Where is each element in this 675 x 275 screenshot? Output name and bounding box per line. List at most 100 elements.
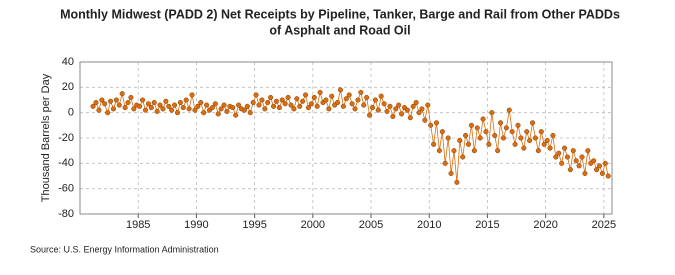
point: [369, 105, 376, 111]
point: [145, 101, 151, 107]
point: [189, 92, 195, 98]
source: Source: U.S. Energy Information Administ…: [30, 244, 219, 254]
x-tick-label: 2000: [301, 219, 325, 231]
point: [602, 160, 608, 166]
point: [451, 148, 457, 154]
series-line: [92, 89, 609, 183]
point: [140, 97, 146, 103]
point: [591, 158, 597, 164]
point: [230, 105, 236, 111]
point: [567, 167, 573, 173]
point: [192, 107, 198, 113]
point: [486, 141, 492, 147]
point: [236, 102, 242, 108]
point: [474, 125, 480, 131]
point: [151, 99, 157, 106]
point: [422, 117, 428, 123]
point: [500, 135, 506, 141]
point: [431, 141, 437, 147]
point: [410, 103, 416, 109]
x-tick-label: 2015: [475, 219, 499, 231]
point: [349, 101, 355, 107]
point: [454, 179, 460, 185]
point: [550, 132, 556, 139]
point: [512, 141, 518, 147]
x-tick-label: 2020: [533, 219, 557, 231]
point: [509, 129, 515, 135]
x-tick-label: 1985: [126, 219, 150, 231]
x-tick-label: 1995: [242, 219, 266, 231]
point: [311, 94, 317, 101]
x-tick-label: 2005: [359, 219, 383, 231]
point: [108, 98, 114, 104]
point: [396, 102, 402, 108]
point: [361, 102, 367, 108]
point: [346, 92, 352, 98]
point: [221, 102, 227, 108]
point: [224, 108, 230, 114]
point: [233, 112, 239, 118]
point: [556, 150, 562, 156]
point: [288, 102, 294, 108]
point: [407, 115, 413, 121]
point: [378, 93, 384, 99]
point: [128, 94, 134, 101]
point: [596, 163, 603, 169]
point: [562, 145, 568, 151]
point: [419, 106, 425, 112]
point: [445, 135, 451, 141]
point: [387, 103, 393, 109]
point: [122, 105, 128, 111]
y-tick-label: -60: [58, 183, 74, 195]
point: [524, 129, 530, 135]
point: [282, 101, 288, 107]
point: [90, 103, 96, 109]
point: [294, 96, 300, 102]
point: [198, 99, 204, 106]
point: [148, 105, 154, 111]
point: [477, 135, 483, 141]
point: [256, 102, 262, 108]
point: [302, 92, 309, 98]
point: [564, 154, 571, 160]
point: [465, 141, 472, 147]
point: [177, 99, 183, 106]
point: [317, 89, 323, 95]
point: [291, 106, 297, 112]
point: [535, 148, 541, 154]
point: [529, 120, 536, 126]
point: [573, 158, 579, 164]
point: [489, 110, 495, 116]
point: [142, 107, 149, 113]
point: [521, 145, 527, 151]
point: [471, 148, 477, 154]
point: [480, 116, 486, 122]
x-tick-label: 2025: [592, 219, 616, 231]
point: [259, 97, 265, 103]
point: [416, 110, 422, 116]
point: [468, 122, 474, 128]
y-tick-label: -80: [58, 208, 74, 220]
point: [244, 103, 250, 109]
point: [381, 101, 387, 107]
point: [553, 154, 559, 160]
point: [492, 132, 498, 139]
point: [96, 107, 102, 113]
chart-title: Monthly Midwest (PADD 2) Net Receipts by…: [60, 7, 620, 21]
point: [116, 102, 122, 108]
point: [204, 102, 210, 108]
point: [163, 98, 169, 104]
point: [399, 111, 405, 117]
point: [340, 103, 346, 109]
point: [393, 106, 399, 112]
point: [247, 110, 253, 116]
point: [433, 120, 440, 126]
point: [436, 148, 442, 154]
point: [93, 99, 99, 106]
point: [358, 89, 364, 95]
point: [518, 135, 524, 141]
point: [457, 137, 463, 144]
point: [160, 106, 166, 112]
point: [547, 145, 553, 151]
